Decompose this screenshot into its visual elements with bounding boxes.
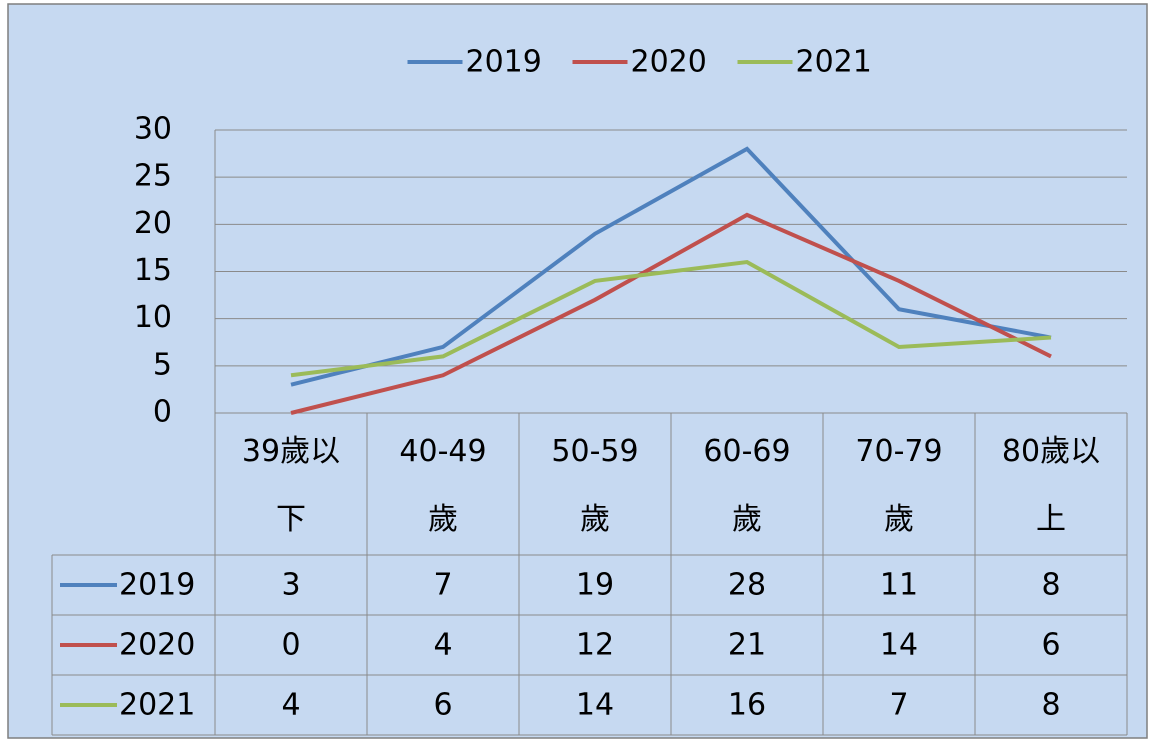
x-tick-label: 70-79 歲	[855, 434, 942, 537]
x-tick-label-line: 歲	[732, 502, 762, 537]
table-value: 3	[281, 568, 300, 603]
x-tick-label-line: 歲	[428, 502, 458, 537]
x-tick-label-line: 歲	[884, 502, 914, 537]
table-value: 8	[1041, 568, 1060, 603]
x-tick-label: 60-69 歲	[703, 434, 790, 537]
table-value: 16	[728, 688, 766, 723]
table-value: 4	[433, 628, 452, 663]
x-tick-label: 80歲以上	[1002, 434, 1100, 537]
table-value: 21	[728, 628, 766, 663]
legend-label: 2019	[466, 45, 542, 80]
legend-label: 2020	[631, 45, 707, 80]
table-value: 7	[889, 688, 908, 723]
y-tick-label: 20	[134, 206, 172, 241]
table-value: 19	[576, 568, 614, 603]
x-tick-label: 40-49 歲	[399, 434, 486, 537]
table-value: 14	[576, 688, 614, 723]
table-value: 14	[880, 628, 918, 663]
x-tick-label-line: 下	[276, 502, 306, 537]
table-value: 7	[433, 568, 452, 603]
x-tick-label-line: 50-59	[551, 434, 638, 469]
x-tick-label-line: 70-79	[855, 434, 942, 469]
table-value: 8	[1041, 688, 1060, 723]
x-tick-label-line: 40-49	[399, 434, 486, 469]
y-tick-label: 15	[134, 253, 172, 288]
y-tick-label: 0	[153, 395, 172, 430]
table-row-label: 2020	[119, 628, 195, 663]
table-value: 0	[281, 628, 300, 663]
x-tick-label-line: 80歲以	[1002, 434, 1100, 469]
table-value: 12	[576, 628, 614, 663]
x-tick-label-line: 上	[1036, 502, 1066, 537]
table-row-label: 2019	[119, 568, 195, 603]
table-value: 6	[433, 688, 452, 723]
y-tick-label: 5	[153, 347, 172, 382]
x-tick-label-line: 39歲以	[242, 434, 340, 469]
x-tick-label-line: 60-69	[703, 434, 790, 469]
y-tick-label: 10	[134, 300, 172, 335]
y-tick-label: 30	[134, 112, 172, 147]
series-line	[290, 146, 1052, 387]
legend-label: 2021	[796, 45, 872, 80]
chart-background	[7, 3, 1148, 739]
table-value: 6	[1041, 628, 1060, 663]
series-line	[290, 260, 1052, 378]
y-tick-label: 25	[134, 159, 172, 194]
x-tick-label: 50-59 歲	[551, 434, 638, 537]
x-tick-label-line: 歲	[580, 502, 610, 537]
series-line	[290, 212, 1052, 415]
table-value: 11	[880, 568, 918, 603]
table-row-label: 2021	[119, 688, 195, 723]
table-value: 4	[281, 688, 300, 723]
x-tick-label: 39歲以下	[242, 434, 340, 537]
table-value: 28	[728, 568, 766, 603]
